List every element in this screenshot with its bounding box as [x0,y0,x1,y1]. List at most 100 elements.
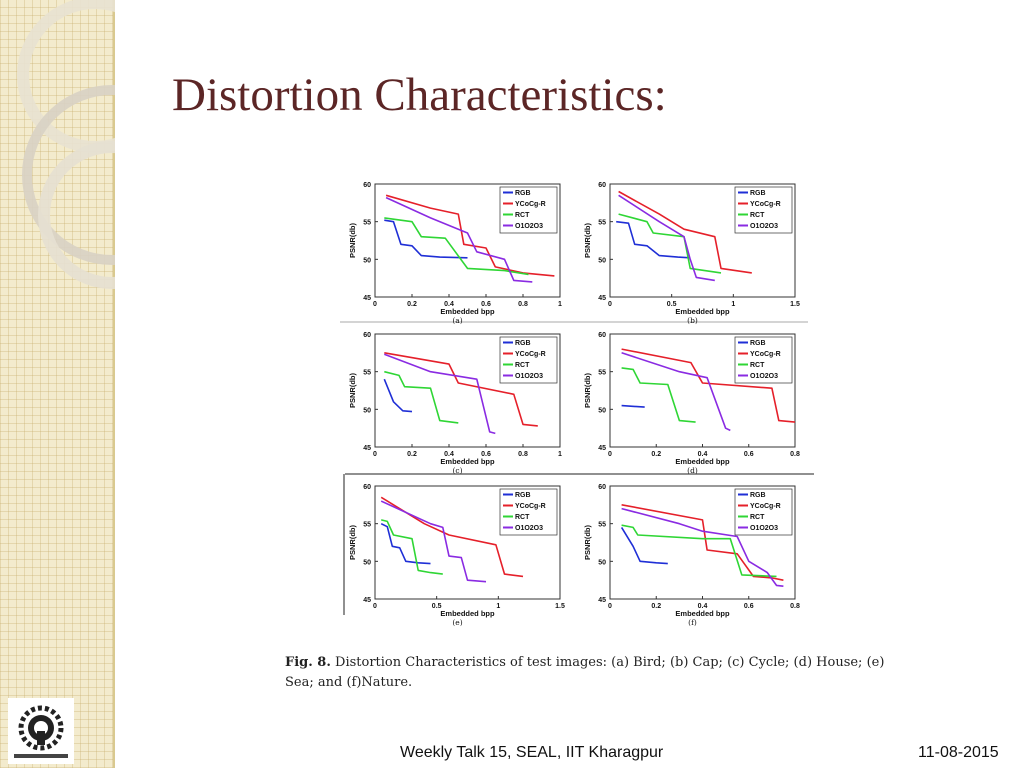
footer-date: 11-08-2015 [918,744,999,761]
y-tick-label: 55 [363,370,371,377]
legend-label: O1O2O3 [515,373,543,380]
y-tick-label: 50 [598,407,606,414]
x-tick-label: 0.4 [698,603,708,610]
legend-label: O1O2O3 [750,223,778,230]
series-line [384,219,468,259]
x-tick-label: 0.2 [651,451,661,458]
y-tick-label: 50 [598,559,606,566]
legend-label: O1O2O3 [750,373,778,380]
series-line [616,220,691,259]
series-line [381,519,443,575]
y-tick-label: 50 [598,257,606,264]
legend-label: RGB [750,340,766,347]
panel-label: (d) [687,466,698,475]
series-line [621,507,784,587]
x-tick-label: 0.8 [518,451,528,458]
series-line [618,213,722,274]
series-line [384,217,529,276]
x-axis-label: Embedded bpp [675,609,730,618]
y-tick-label: 50 [363,407,371,414]
chart-panel: 45 50 55 60 0 0.5 1 1.5 Embedded bpp PSNR(db) (e) R… [348,484,565,627]
legend-label: RGB [515,340,531,347]
legend-label: RCT [750,362,765,369]
x-tick-label: 1 [496,603,500,610]
series-line [621,367,696,423]
panel-label: (b) [687,316,698,325]
y-tick-label: 55 [598,522,606,529]
x-tick-label: 0.2 [407,451,417,458]
series-line [621,352,731,432]
y-tick-label: 45 [363,445,371,452]
series-line [621,524,777,578]
legend-label: YCoCg-R [750,351,781,358]
panel-label: (a) [452,316,462,325]
legend-label: RCT [515,514,530,521]
x-tick-label: 0 [373,301,377,308]
series-line [380,496,524,578]
legend-label: RGB [515,492,531,499]
y-tick-label: 45 [363,295,371,302]
y-tick-label: 50 [363,559,371,566]
x-tick-label: 0.2 [651,603,661,610]
y-tick-label: 60 [598,484,606,491]
x-tick-label: 0 [608,603,612,610]
y-axis-label: PSNR(db) [348,373,357,408]
y-tick-label: 55 [363,220,371,227]
series-line [385,196,533,283]
x-tick-label: 1 [558,301,562,308]
y-tick-label: 55 [363,522,371,529]
x-tick-label: 0.6 [744,603,754,610]
panel-label: (c) [452,466,462,475]
legend-label: O1O2O3 [515,525,543,532]
x-tick-label: 0.5 [667,301,677,308]
y-tick-label: 55 [598,370,606,377]
x-tick-label: 1 [558,451,562,458]
y-axis-label: PSNR(db) [583,373,592,408]
x-tick-label: 0.4 [444,451,454,458]
series-line [380,522,431,565]
series-line [383,378,413,413]
series-line [618,194,715,282]
legend-label: YCoCg-R [515,201,546,208]
y-tick-label: 60 [598,182,606,189]
series-line [621,404,645,408]
legend-label: YCoCg-R [750,503,781,510]
legend-label: RCT [750,212,765,219]
panel-label: (e) [452,618,462,627]
series-line [385,194,555,277]
caption-fig-label: Fig. 8. [285,655,331,670]
legend-label: YCoCg-R [515,351,546,358]
series-line [384,352,538,427]
legend-label: RCT [750,514,765,521]
x-tick-label: 1.5 [790,301,800,308]
series-line [384,353,496,435]
caption-text: Distortion Characteristics of test image… [285,655,885,690]
chart-panel: 45 50 55 60 0 0.2 0.4 0.6 0.8 Embedded bpp PSNR(db… [583,484,800,627]
y-axis-label: PSNR(db) [583,525,592,560]
series-line [618,190,752,274]
x-tick-label: 1.5 [555,603,565,610]
footer-text: Weekly Talk 15, SEAL, IIT Kharagpur [400,744,664,761]
x-tick-label: 0.4 [444,301,454,308]
series-line [620,526,668,565]
y-axis-label: PSNR(db) [583,223,592,258]
page-title: Distortion Characteristics: [172,69,667,121]
series-line [384,370,459,424]
x-tick-label: 0.2 [407,301,417,308]
legend-label: RCT [515,362,530,369]
x-tick-label: 0.8 [790,603,800,610]
decorative-rings [17,0,115,289]
x-tick-label: 0 [373,451,377,458]
legend-label: RGB [750,190,766,197]
chart-panel: 45 50 55 60 0 0.2 0.4 0.6 0.8 1 Embedded bpp PSNR(d… [348,182,562,325]
x-tick-label: 0 [373,603,377,610]
legend-label: RGB [750,492,766,499]
x-tick-label: 0.4 [698,451,708,458]
x-axis-label: Embedded bpp [440,307,495,316]
y-tick-label: 55 [598,220,606,227]
x-axis-label: Embedded bpp [440,609,495,618]
figure-caption: Fig. 8. Distortion Characteristics of te… [285,653,885,693]
x-tick-label: 0 [608,451,612,458]
y-tick-label: 60 [363,484,371,491]
